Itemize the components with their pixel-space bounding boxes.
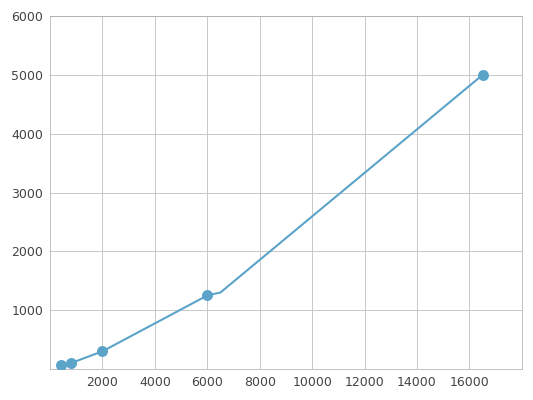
Point <box>56 362 65 369</box>
Point <box>67 360 75 366</box>
Point <box>98 348 107 354</box>
Point <box>203 292 212 299</box>
Point <box>478 72 487 78</box>
